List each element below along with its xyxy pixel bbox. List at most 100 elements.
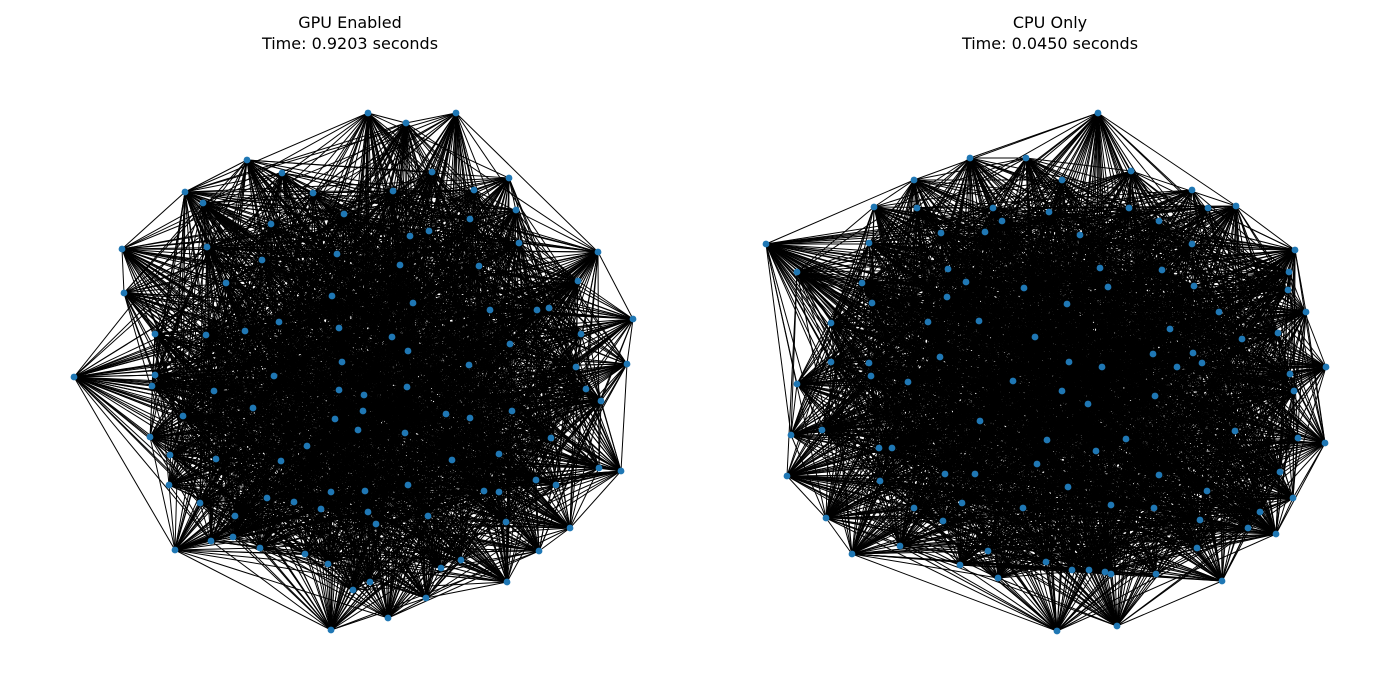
graph-edge: [304, 550, 540, 555]
graph-edge: [406, 318, 634, 388]
graph-node: [1152, 570, 1160, 578]
graph-edge: [1097, 112, 1237, 207]
graph-edge: [123, 292, 634, 320]
graph-edge: [252, 388, 587, 409]
graph-node: [577, 330, 585, 338]
graph-edge: [821, 429, 1299, 439]
graph-edge: [790, 322, 832, 436]
graph-edge: [205, 321, 280, 336]
graph-node: [1155, 471, 1163, 479]
graph-node: [199, 199, 207, 207]
graph-edge: [796, 383, 1127, 440]
graph-node: [256, 544, 264, 552]
graph-node: [1043, 436, 1051, 444]
graph-node: [875, 444, 883, 452]
graph-node: [1155, 217, 1163, 225]
graph-edge: [199, 502, 212, 542]
graph-edge: [73, 374, 156, 378]
graph-edge: [907, 381, 1156, 397]
graph-edge: [978, 311, 1307, 322]
graph-edge: [825, 517, 853, 555]
graph-node: [941, 470, 949, 478]
graph-node: [196, 499, 204, 507]
graph-edge: [879, 471, 1281, 482]
graph-edge: [151, 366, 577, 387]
graph-edge: [796, 366, 1103, 385]
graph-edge: [1275, 497, 1294, 535]
graph-edge: [121, 209, 517, 250]
graph-edge: [330, 491, 571, 529]
graph-edge: [169, 454, 600, 469]
graph-node: [868, 299, 876, 307]
graph-node: [545, 304, 553, 312]
graph-edge: [73, 282, 227, 378]
graph-edge: [861, 268, 949, 284]
graph-edge: [121, 248, 333, 297]
graph-edge: [206, 246, 599, 253]
graph-node: [1215, 308, 1223, 316]
graph-edge: [199, 502, 389, 619]
graph-edge: [939, 353, 1154, 358]
graph-edge: [1154, 395, 1299, 439]
graph-edge: [1235, 205, 1296, 251]
graph-edge: [1176, 338, 1243, 368]
graph-edge: [306, 429, 359, 447]
graph-node: [327, 488, 335, 496]
graph-edge: [796, 231, 986, 273]
graph-edge: [821, 420, 981, 431]
graph-node: [594, 248, 602, 256]
graph-edge: [987, 550, 1223, 582]
graph-edge: [225, 223, 272, 284]
graph-edge: [942, 511, 1261, 522]
graph-edge: [891, 438, 1127, 449]
graph-node: [422, 594, 430, 602]
graph-edge: [825, 517, 1058, 632]
graph-edge: [939, 338, 1243, 358]
graph-edge: [868, 362, 1327, 368]
graph-node: [572, 363, 580, 371]
graph-edge: [73, 376, 427, 599]
graph-edge: [149, 436, 234, 538]
graph-edge: [387, 484, 409, 619]
graph-edge: [984, 211, 1050, 233]
graph-edge: [851, 533, 1277, 555]
graph-node: [1042, 558, 1050, 566]
graph-node: [505, 174, 513, 182]
graph-node: [151, 371, 159, 379]
graph-edge: [796, 383, 1156, 397]
graph-node: [1104, 283, 1112, 291]
graph-edge: [620, 363, 628, 472]
graph-edge: [259, 437, 552, 549]
graph-node: [870, 203, 878, 211]
graph-edge: [451, 459, 600, 469]
graph-edge: [1022, 507, 1118, 627]
graph-edge: [206, 235, 411, 248]
graph-edge: [1034, 336, 1194, 354]
graph-node: [151, 330, 159, 338]
graph-edge: [1110, 497, 1294, 506]
graph-edge: [1056, 573, 1112, 632]
graph-edge: [1206, 490, 1223, 582]
graph-edge: [184, 112, 369, 193]
graph-node: [1064, 483, 1072, 491]
graph-edge: [1104, 533, 1277, 573]
graph-edge: [825, 352, 1194, 519]
graph-edge: [154, 282, 227, 376]
graph-edge: [509, 343, 577, 368]
graph-edge: [959, 497, 1294, 566]
graph-node: [888, 444, 896, 452]
graph-edge: [168, 459, 453, 486]
graph-edge: [259, 508, 322, 549]
graph-node: [146, 433, 154, 441]
graph-edge: [149, 415, 184, 438]
graph-edge: [600, 400, 622, 472]
graph-node: [1166, 325, 1174, 333]
graph-edge: [498, 491, 540, 552]
graph-edge: [1275, 442, 1326, 535]
graph-node: [858, 279, 866, 287]
graph-edge: [252, 407, 364, 412]
graph-node: [331, 415, 339, 423]
graph-node: [324, 560, 332, 568]
graph-node: [364, 109, 372, 117]
graph-edge: [121, 218, 471, 250]
